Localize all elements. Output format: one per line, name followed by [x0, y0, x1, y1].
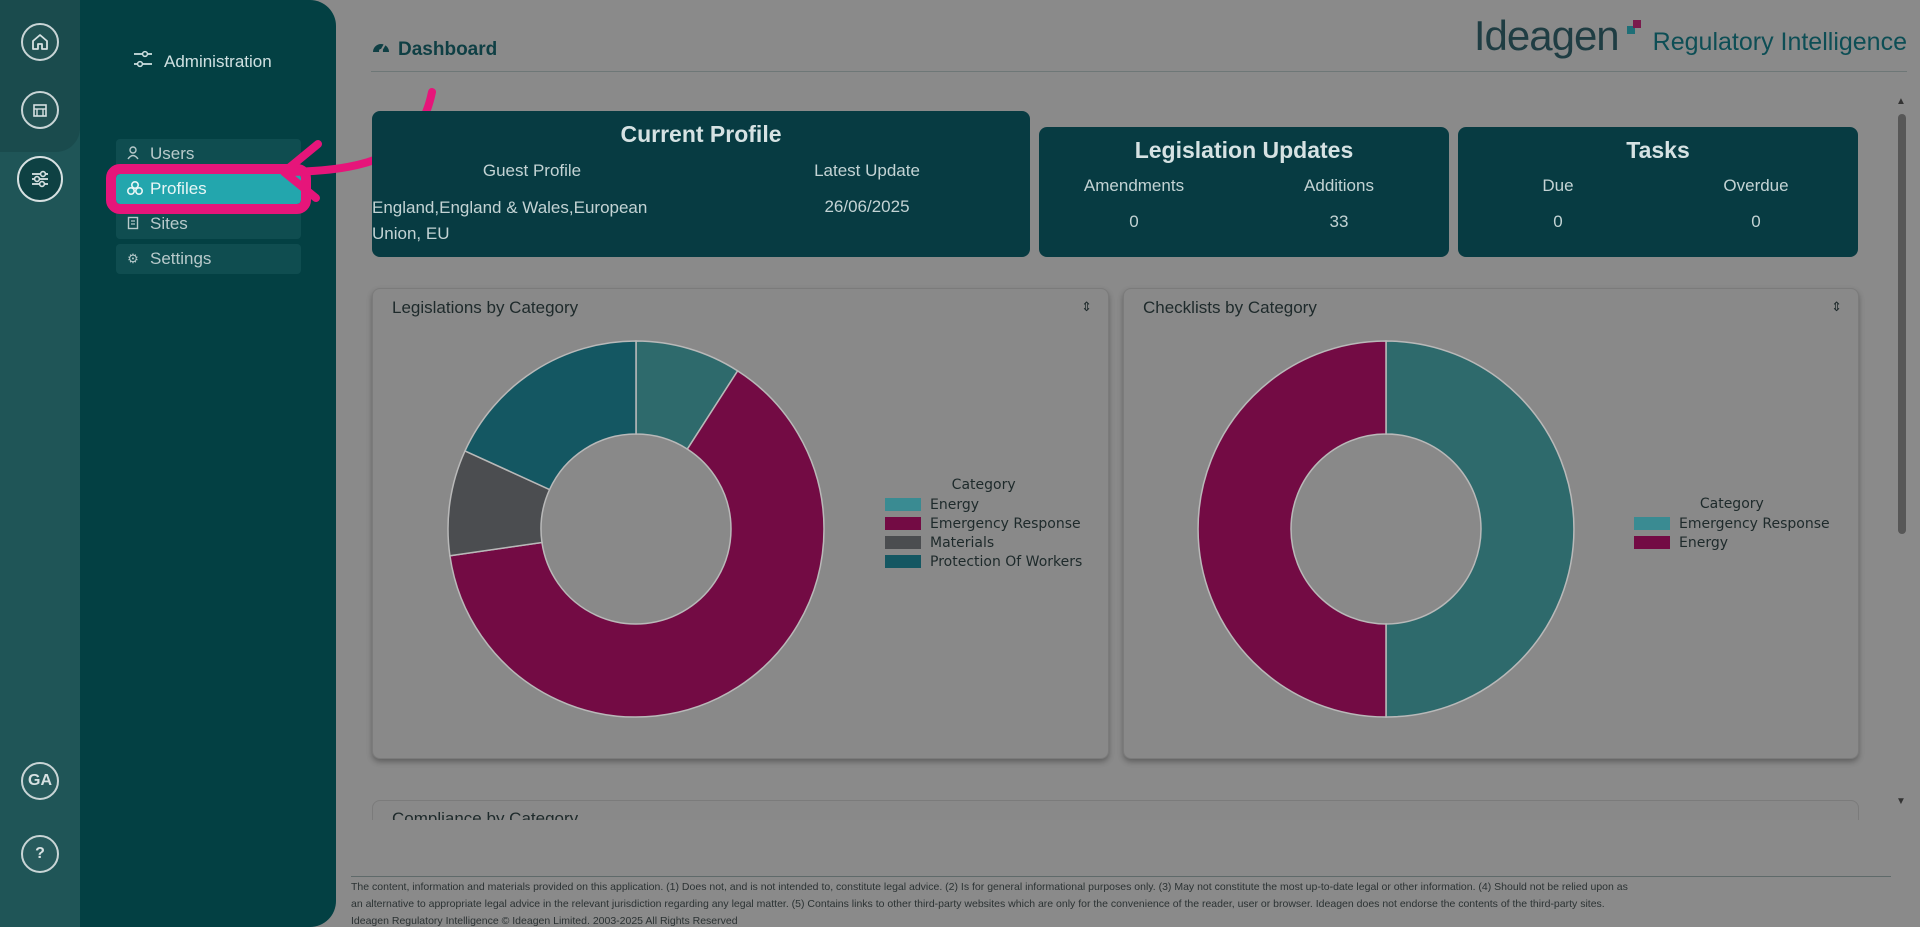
menu-item-label: Sites	[150, 214, 188, 233]
chart-legend: Category Energy Emergency Response Mater…	[885, 477, 1082, 571]
chart-legend: Category Emergency Response Energy	[1634, 496, 1830, 552]
help-icon[interactable]: ?	[21, 835, 59, 873]
footer-copyright: Ideagen Regulatory Intelligence © Ideage…	[351, 915, 738, 927]
building-icon[interactable]	[21, 91, 59, 129]
expand-toggle-icon[interactable]: ⇕	[1831, 299, 1842, 314]
brand-logo: Ideagen Regulatory Intelligence	[1474, 12, 1907, 60]
menu-item-profiles[interactable]: Profiles	[106, 164, 311, 214]
update-label: Latest Update	[814, 161, 920, 180]
brand-name: Ideagen	[1473, 12, 1620, 59]
footer-line: an alternative to appropriate legal advi…	[351, 898, 1605, 910]
checklists-donut-chart	[1197, 340, 1575, 718]
menu-item-label: Profiles	[150, 179, 207, 198]
sliders-icon	[132, 48, 154, 75]
legend-swatch	[1634, 517, 1670, 530]
legend-label: Emergency Response	[1679, 515, 1830, 532]
profile-value: England,England & Wales,European Union, …	[372, 198, 648, 243]
legend-label: Energy	[930, 496, 980, 513]
current-profile-card: Current Profile Guest Profile England,En…	[372, 111, 1030, 257]
legend-item[interactable]: Energy	[1634, 533, 1830, 552]
user-avatar[interactable]: GA	[21, 762, 59, 800]
donut-slice-energy[interactable]	[1197, 340, 1387, 718]
amendments-label: Amendments	[1083, 176, 1185, 195]
admin-title-label: Administration	[164, 51, 272, 71]
scroll-up-icon[interactable]: ▲	[1896, 96, 1906, 107]
main-content: Dashboard Ideagen Regulatory Intelligenc…	[336, 0, 1920, 927]
legend-item[interactable]: Emergency Response	[885, 514, 1082, 533]
expand-toggle-icon[interactable]: ⇕	[1081, 299, 1092, 314]
card-title: Current Profile	[620, 121, 782, 147]
footer-line: The content, information and materials p…	[351, 881, 1628, 893]
legend-title: Category	[951, 477, 1016, 493]
update-value: 26/06/2025	[824, 197, 910, 216]
legend-title: Category	[1699, 496, 1764, 512]
card-title: Legislation Updates	[1134, 137, 1354, 163]
chart-title: Compliance by Category	[392, 809, 579, 820]
page-title-label: Dashboard	[398, 39, 498, 60]
home-icon[interactable]	[21, 23, 59, 61]
legal-footer: The content, information and materials p…	[351, 876, 1891, 927]
admin-menu: Users Profiles Sites ⚙ Settings	[106, 139, 311, 279]
scroll-thumb[interactable]	[1898, 114, 1906, 534]
legend-swatch	[885, 498, 921, 511]
legend-label: Energy	[1679, 534, 1729, 551]
legend-swatch	[885, 555, 921, 568]
menu-item-settings[interactable]: ⚙ Settings	[116, 244, 301, 274]
chart-title: Legislations by Category	[392, 298, 579, 317]
donut-slice-emergency-response[interactable]	[1385, 340, 1575, 718]
overdue-label: Overdue	[1723, 176, 1789, 195]
legislations-chart-card: Legislations by Category ⇕ Category Ener…	[372, 288, 1109, 759]
donut-slice-protection-of-workers[interactable]	[463, 340, 637, 491]
legend-item[interactable]: Emergency Response	[1634, 514, 1830, 533]
checklists-chart-card: Checklists by Category ⇕ Category Emerge…	[1123, 288, 1859, 759]
legend-label: Protection Of Workers	[930, 553, 1083, 570]
overdue-value: 0	[1751, 212, 1761, 231]
gear-icon: ⚙	[127, 251, 139, 266]
admin-panel: Administration Users Profiles Sites ⚙ Se…	[80, 0, 336, 927]
profile-label: Guest Profile	[482, 161, 582, 180]
additions-value: 33	[1329, 212, 1349, 231]
sites-icon	[126, 216, 140, 233]
legend-item[interactable]: Materials	[885, 533, 1082, 552]
donut-slice-emergency-response[interactable]	[449, 369, 825, 718]
tasks-card: Tasks Due 0 Overdue 0	[1458, 127, 1858, 257]
sliders-icon[interactable]	[17, 156, 63, 202]
brand-product: Regulatory Intelligence	[1652, 28, 1907, 56]
legend-item[interactable]: Protection Of Workers	[885, 552, 1082, 571]
legend-swatch	[885, 536, 921, 549]
amendments-value: 0	[1129, 212, 1139, 231]
legislation-updates-card: Legislation Updates Amendments 0 Additio…	[1039, 127, 1449, 257]
chart-title: Checklists by Category	[1143, 298, 1317, 317]
legend-label: Materials	[930, 534, 995, 551]
menu-item-users[interactable]: Users	[116, 139, 301, 169]
due-value: 0	[1553, 212, 1563, 231]
legend-swatch	[885, 517, 921, 530]
main-scrollbar[interactable]: ▲ ▼	[1894, 96, 1908, 816]
profiles-icon	[126, 180, 144, 199]
user-icon	[126, 145, 140, 163]
scroll-down-icon[interactable]: ▼	[1896, 796, 1906, 807]
page-title[interactable]: Dashboard	[371, 38, 497, 62]
brand-mark-icon	[1626, 20, 1641, 34]
menu-item-label: Settings	[150, 249, 212, 268]
menu-item-label: Users	[150, 144, 195, 163]
top-bar: Dashboard Ideagen Regulatory Intelligenc…	[371, 0, 1907, 72]
menu-item-sites[interactable]: Sites	[116, 209, 301, 239]
admin-title: Administration	[132, 48, 272, 75]
legend-item[interactable]: Energy	[885, 495, 1082, 514]
legislations-donut-chart	[447, 340, 825, 718]
legend-swatch	[1634, 536, 1670, 549]
card-title: Tasks	[1626, 137, 1690, 163]
additions-label: Additions	[1304, 176, 1374, 195]
icon-rail: GA ?	[0, 0, 80, 927]
legend-label: Emergency Response	[930, 515, 1081, 532]
due-label: Due	[1542, 176, 1574, 195]
dashboard-icon	[371, 38, 391, 62]
compliance-chart-card: Compliance by Category	[372, 800, 1859, 820]
